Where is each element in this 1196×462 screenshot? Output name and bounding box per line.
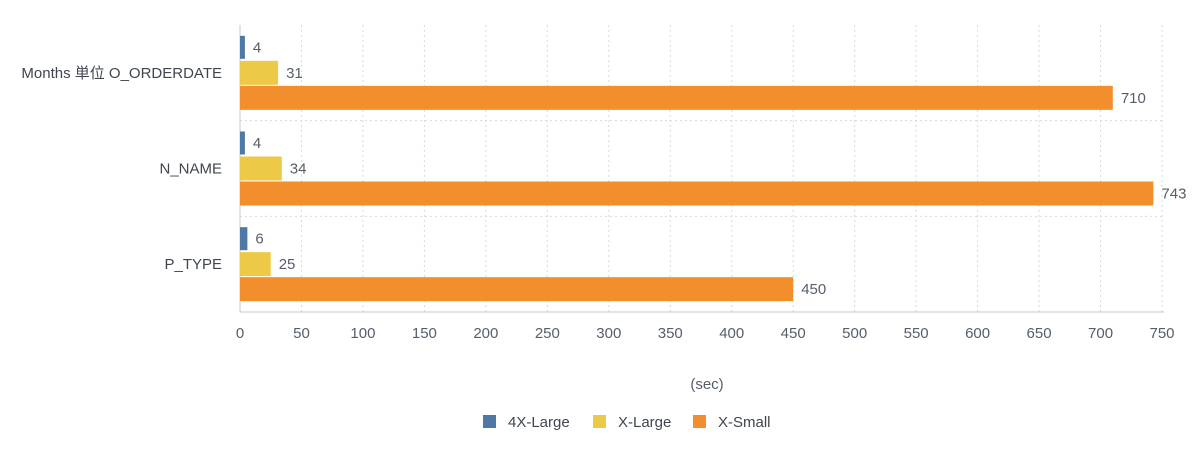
category-label: N_NAME (159, 161, 222, 178)
x-tick-label: 200 (473, 325, 498, 342)
x-tick-label: 350 (658, 325, 683, 342)
bar[interactable] (240, 60, 279, 85)
x-tick-label: 450 (781, 325, 806, 342)
labels: Months 単位 O_ORDERDATE 4 31 710 N_NAME 4 34 743 P… (21, 39, 1186, 298)
x-tick-label: 100 (350, 325, 375, 342)
bar[interactable] (240, 277, 794, 302)
bar[interactable] (240, 252, 271, 277)
x-axis-title: (sec) (690, 376, 723, 393)
x-tick-label: 150 (412, 325, 437, 342)
legend-swatch[interactable] (693, 415, 706, 428)
bar[interactable] (240, 156, 282, 181)
data-label: 25 (279, 256, 296, 273)
legend-label[interactable]: X-Small (718, 414, 771, 431)
x-tick-label: 50 (293, 325, 310, 342)
bar[interactable] (240, 35, 245, 59)
data-label: 710 (1121, 90, 1146, 107)
legend-label[interactable]: X-Large (618, 414, 671, 431)
bars (240, 35, 1154, 302)
grid (240, 25, 1163, 312)
data-label: 4 (253, 39, 261, 56)
x-tick-label: 600 (965, 325, 990, 342)
x-tick-label: 650 (1027, 325, 1052, 342)
data-label: 4 (253, 135, 261, 152)
data-label: 6 (255, 231, 263, 248)
category-label: P_TYPE (164, 256, 222, 273)
data-label: 34 (290, 161, 307, 178)
legend: 4X-Large X-Large X-Small (483, 414, 771, 431)
bar[interactable] (240, 85, 1113, 110)
x-tick-label: 500 (842, 325, 867, 342)
x-tick-label: 0 (236, 325, 244, 342)
category-label: Months 単位 O_ORDERDATE (21, 65, 222, 82)
x-tick-label: 750 (1149, 325, 1174, 342)
legend-label[interactable]: 4X-Large (508, 414, 570, 431)
x-tick-label: 550 (904, 325, 929, 342)
x-tick-label: 300 (596, 325, 621, 342)
x-tick-label: 400 (719, 325, 744, 342)
bar[interactable] (240, 181, 1154, 206)
x-tick-label: 250 (535, 325, 560, 342)
legend-swatch[interactable] (483, 415, 496, 428)
data-label: 450 (801, 281, 826, 298)
legend-swatch[interactable] (593, 415, 606, 428)
data-label: 743 (1161, 186, 1186, 203)
axes: 0 50 100 150 200 250 300 350 400 450 500 550 600 650 7… (236, 25, 1175, 342)
x-tick-label: 700 (1088, 325, 1113, 342)
data-label: 31 (286, 65, 303, 82)
bar[interactable] (240, 131, 245, 155)
bar[interactable] (240, 227, 248, 251)
